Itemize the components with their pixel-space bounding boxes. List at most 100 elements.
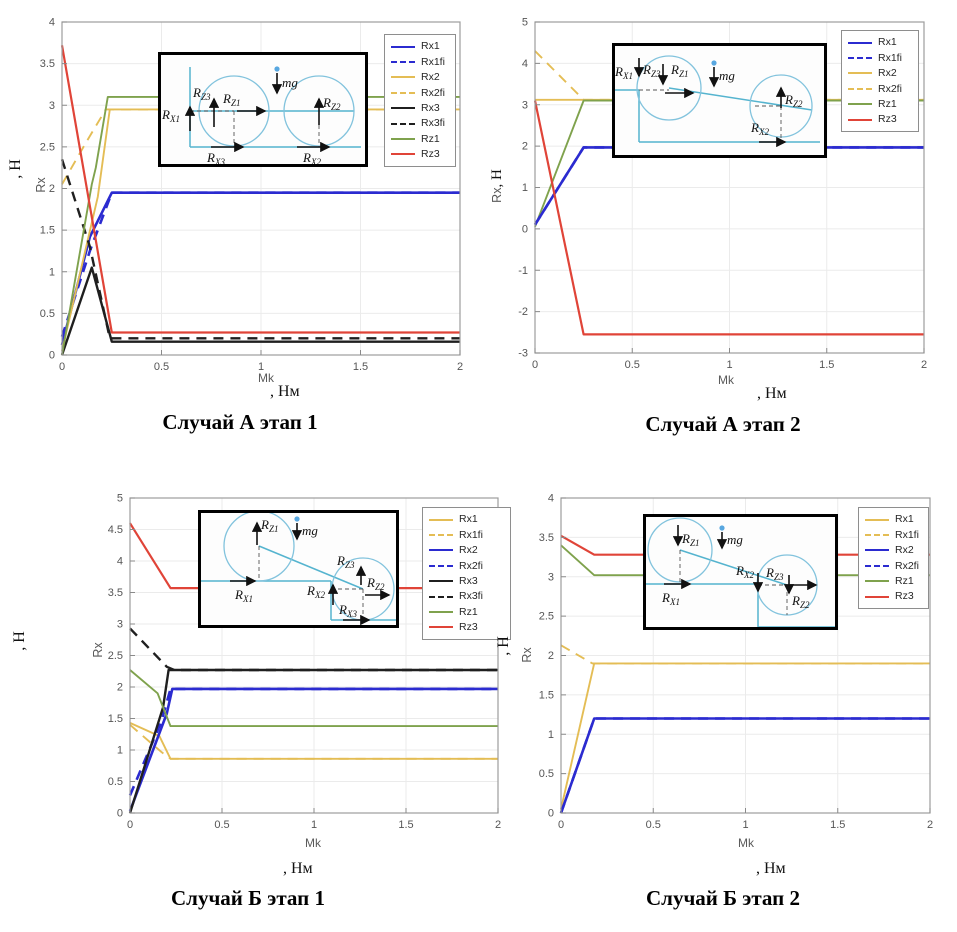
legend-label: Rz3 — [459, 621, 478, 634]
x-axis-label: Mk — [258, 371, 274, 385]
legend-label: Rz1 — [459, 605, 478, 618]
chart-caption: Случай А этап 2 — [645, 412, 801, 436]
y-tick-label: 1.5 — [108, 713, 123, 725]
legend-line-sample — [865, 549, 889, 552]
legend-line-sample — [429, 549, 453, 552]
y-axis-label: Rx — [91, 642, 105, 658]
legend-entry-Rx1fi: Rx1fi — [391, 54, 449, 69]
y-tick-label: 4 — [49, 17, 55, 29]
legend-label: Rx2fi — [895, 559, 919, 572]
legend-line-sample — [429, 564, 453, 567]
series-Rz3-line — [533, 100, 924, 336]
force-label-rz1: RZ1 — [260, 517, 278, 534]
x-axis-unit-label: , Нм — [270, 383, 300, 400]
chart-caption: Случай А этап 1 — [162, 410, 318, 434]
legend-entry-Rx3: Rx3 — [429, 574, 504, 589]
force-label-rz1: RZ1 — [222, 91, 240, 108]
x-tick-label: 1 — [311, 819, 317, 831]
x-tick-label: 1 — [726, 359, 732, 371]
force-label-rz2: RZ2 — [366, 575, 385, 592]
inset-diagram: RZ1 mg RX1 RX2 RZ3 RZ2 RX3 — [198, 510, 399, 628]
legend-label: Rz1 — [421, 132, 440, 145]
legend-label: Rx3 — [459, 575, 478, 587]
y-tick-label: 3 — [548, 571, 554, 583]
legend-line-sample — [848, 72, 872, 75]
x-axis-label: Mk — [305, 836, 321, 850]
force-label-rz3: RZ3 — [642, 62, 661, 79]
legend-entry-Rx1fi: Rx1fi — [865, 527, 922, 542]
x-axis-unit-label: , Нм — [757, 385, 787, 402]
legend-entry-Rz3: Rz3 — [391, 147, 449, 162]
x-tick-label: 0 — [59, 361, 65, 373]
legend-line-sample — [865, 564, 889, 567]
x-tick-label: 1 — [258, 361, 264, 373]
series-Rz3-line — [60, 45, 460, 334]
x-axis-unit-label: , Нм — [756, 860, 786, 877]
y-tick-label: 2 — [522, 141, 528, 153]
legend-line-sample — [429, 595, 453, 598]
legend-line-sample — [848, 41, 872, 44]
y-tick-label: 0 — [117, 808, 123, 820]
mg-dot — [274, 66, 280, 72]
x-tick-label: 2 — [927, 819, 933, 831]
inset-diagram: RZ1 mg RX1 RX2 RZ3 RZ2 — [643, 514, 838, 630]
legend-line-sample — [865, 595, 889, 598]
x-tick-label: 2 — [921, 359, 927, 371]
legend-label: Rx3 — [421, 102, 440, 114]
legend-line-sample — [429, 626, 453, 629]
series-Rx1fi-line — [129, 724, 498, 760]
x-tick-label: 1.5 — [830, 819, 845, 831]
y-tick-label: 3.5 — [108, 587, 123, 599]
y-tick-label: 2 — [117, 682, 123, 694]
legend-line-sample — [865, 580, 889, 583]
force-label-rx2: RX2 — [306, 583, 325, 600]
inset-diagram: RX1 RZ3 RZ1 mg RZ2 RX2 — [612, 43, 827, 158]
force-label-rx2: RX2 — [750, 120, 769, 137]
y-tick-label: 0 — [49, 350, 55, 362]
x-tick-label: 0.5 — [646, 819, 661, 831]
x-tick-label: 1 — [742, 819, 748, 831]
y-tick-label: 0 — [522, 223, 528, 235]
legend-line-sample — [429, 611, 453, 614]
legend-line-sample — [848, 57, 872, 60]
x-tick-label: 0.5 — [625, 359, 640, 371]
force-label-rz2: RZ2 — [322, 95, 341, 112]
legend-line-sample — [391, 45, 415, 48]
inset-svg: RZ1 mg RX1 RX2 RZ3 RZ2 — [646, 517, 835, 627]
force-label-rx1: RX1 — [615, 64, 633, 81]
force-label-rz3: RZ3 — [765, 565, 784, 582]
x-tick-label: 0.5 — [214, 819, 229, 831]
y-tick-label: 4.5 — [108, 524, 123, 536]
chart-caption: Случай Б этап 1 — [171, 886, 325, 910]
force-label-rx3: RX3 — [206, 150, 225, 164]
x-tick-label: 1.5 — [353, 361, 368, 373]
legend-label: Rx1 — [421, 40, 440, 53]
legend-label: Rx1fi — [895, 528, 919, 541]
legend-line-sample — [429, 518, 453, 521]
series-Rx2-line — [559, 717, 930, 814]
legend-entry-Rx1: Rx1 — [391, 39, 449, 54]
legend-label: Rx1fi — [421, 55, 445, 68]
y-tick-label: 1.5 — [40, 225, 55, 237]
force-label-rx3: RX3 — [338, 602, 357, 619]
legend-label: Rx3fi — [421, 117, 445, 130]
y-tick-label: 0.5 — [108, 776, 123, 788]
legend-line-sample — [865, 534, 889, 537]
legend-entry-Rx3: Rx3 — [391, 101, 449, 116]
force-label-mg: mg — [727, 532, 743, 547]
legend-entry-Rx1: Rx1 — [429, 512, 504, 527]
y-tick-label: 0.5 — [539, 768, 554, 780]
series-Rx1-line — [560, 662, 930, 810]
legend-entry-Rx2fi: Rx2fi — [865, 558, 922, 573]
y-tick-label: 0 — [548, 808, 554, 820]
series-Rx1fi-line — [60, 191, 460, 338]
legend-line-sample — [865, 518, 889, 521]
y-tick-label: 1 — [49, 266, 55, 278]
legend-entry-Rz3: Rz3 — [429, 620, 504, 635]
legend-label: Rz1 — [895, 575, 914, 587]
x-tick-label: 1.5 — [398, 819, 413, 831]
force-label-rz1: RZ1 — [670, 62, 688, 79]
legend-label: Rx2 — [421, 71, 440, 84]
legend-label: Rx2 — [895, 544, 914, 557]
legend-entry-Rx1fi: Rx1fi — [848, 50, 912, 65]
